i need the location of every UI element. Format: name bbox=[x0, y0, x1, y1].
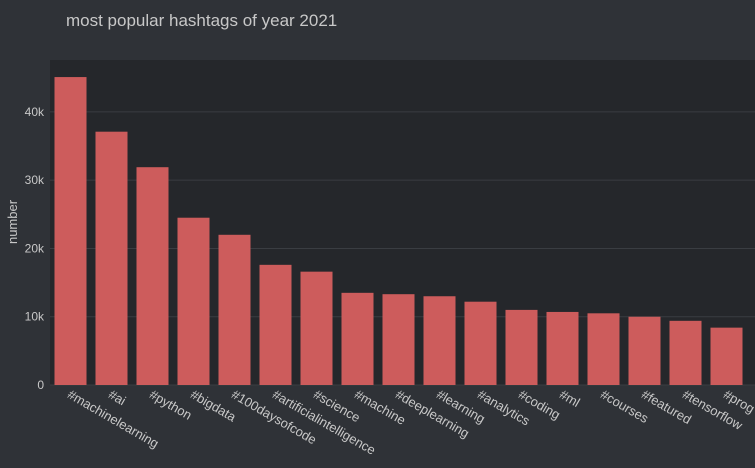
bar bbox=[95, 131, 128, 385]
bar bbox=[587, 313, 620, 385]
bar bbox=[710, 327, 743, 385]
y-axis-label: number bbox=[5, 199, 20, 244]
bar bbox=[136, 167, 169, 385]
y-tick-label: 20k bbox=[25, 241, 45, 255]
y-tick-label: 40k bbox=[25, 105, 45, 119]
bar bbox=[300, 271, 333, 385]
bar bbox=[54, 77, 87, 385]
bar bbox=[505, 309, 538, 385]
bar bbox=[628, 316, 661, 385]
bar bbox=[669, 320, 702, 385]
y-tick-label: 10k bbox=[25, 310, 45, 324]
bar bbox=[259, 264, 292, 385]
y-tick-label: 0 bbox=[37, 378, 44, 392]
bar bbox=[423, 296, 456, 385]
bar bbox=[464, 301, 497, 385]
bar bbox=[341, 292, 374, 385]
chart-title: most popular hashtags of year 2021 bbox=[66, 11, 337, 30]
bar bbox=[177, 217, 210, 385]
bar bbox=[546, 311, 579, 385]
bar bbox=[218, 234, 251, 385]
y-tick-label: 30k bbox=[25, 173, 45, 187]
bar bbox=[382, 294, 415, 385]
